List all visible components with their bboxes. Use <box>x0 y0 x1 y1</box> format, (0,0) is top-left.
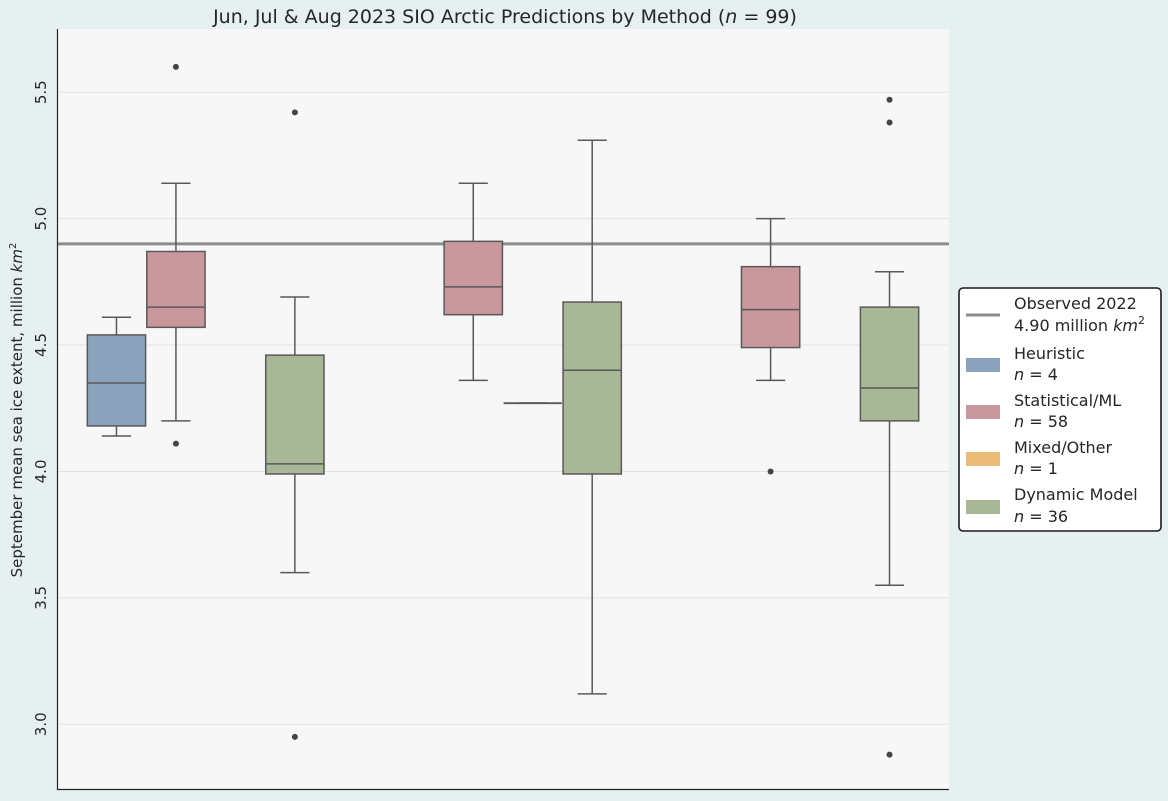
legend-mixed-count: n = 1 <box>1014 459 1058 478</box>
legend-mixed-swatch <box>966 452 1000 466</box>
legend-statistical-n-value: = 58 <box>1024 412 1068 431</box>
legend-observed-sup: 2 <box>1138 314 1145 327</box>
y-tick-label: 3.5 <box>32 586 50 610</box>
legend-mixed-n-value: = 1 <box>1024 459 1058 478</box>
box-body <box>859 306 920 422</box>
box-body <box>443 240 504 316</box>
legend-heuristic-n-value: = 4 <box>1024 365 1058 384</box>
legend-observed-value-text: 4.90 million <box>1014 316 1113 335</box>
legend-heuristic-label: Heuristic <box>1014 344 1085 363</box>
legend-heuristic-count: n = 4 <box>1014 365 1058 384</box>
legend-observed-label: Observed 2022 <box>1014 294 1137 313</box>
outlier-point <box>886 96 893 103</box>
legend-heuristic-n: n <box>1014 365 1024 384</box>
outlier-point <box>291 733 298 740</box>
y-axis-label-unit: km <box>8 249 26 272</box>
box-body <box>86 334 147 427</box>
chart-title-prefix: Jun, Jul & Aug 2023 SIO Arctic Predictio… <box>212 6 725 28</box>
plot-area <box>57 29 949 790</box>
legend-statistical-n: n <box>1014 412 1024 431</box>
y-tick-labels: 3.0 3.5 4.0 4.5 5.0 5.5 <box>32 80 50 736</box>
outlier-point <box>886 119 893 126</box>
box-body <box>146 250 206 329</box>
legend-statistical-count: n = 58 <box>1014 412 1068 431</box>
legend-heuristic-swatch <box>966 358 1000 372</box>
box-body <box>740 265 801 349</box>
box-statistical-ml-jul <box>443 182 504 382</box>
y-tick-label: 5.5 <box>32 80 50 104</box>
legend-statistical-swatch <box>966 405 1000 419</box>
legend-frame <box>958 287 1162 532</box>
y-tick-label: 4.0 <box>32 460 50 484</box>
box-statistical-ml-aug <box>740 217 801 475</box>
boxes-layer <box>86 63 920 758</box>
box-body <box>562 301 623 475</box>
grid-lines <box>57 91 949 725</box>
chart-title-suffix: ) <box>790 6 797 28</box>
outlier-point <box>291 109 298 116</box>
box-dynamic-model-jun <box>264 109 325 740</box>
legend: Observed 2022 4.90 million km2 Heuristic… <box>958 287 1162 532</box>
y-tick-label: 3.0 <box>32 712 50 736</box>
box-body <box>264 354 325 475</box>
outlier-point <box>767 468 774 475</box>
legend-dynamic-n: n <box>1014 507 1024 526</box>
box-dynamic-model-jul <box>562 139 623 695</box>
box-heuristic-jun <box>86 316 147 437</box>
outlier-point <box>172 63 179 70</box>
legend-observed-unit: km <box>1113 316 1138 335</box>
chart-title: Jun, Jul & Aug 2023 SIO Arctic Predictio… <box>212 6 797 28</box>
legend-mixed-label: Mixed/Other <box>1014 438 1112 457</box>
outlier-point <box>172 440 179 447</box>
y-axis-label-main: September mean sea ice extent, million <box>8 272 26 577</box>
legend-dynamic-label: Dynamic Model <box>1014 485 1138 504</box>
legend-dynamic-n-value: = 36 <box>1024 507 1068 526</box>
outlier-point <box>886 751 893 758</box>
chart-title-n: n <box>725 6 737 28</box>
box-statistical-ml-jun <box>146 63 206 447</box>
y-tick-label: 4.5 <box>32 333 50 357</box>
chart-title-count: = 99 <box>737 6 789 28</box>
legend-dynamic-count: n = 36 <box>1014 507 1068 526</box>
legend-observed-value: 4.90 million km2 <box>1014 314 1145 335</box>
y-tick-label: 5.0 <box>32 207 50 231</box>
legend-statistical-label: Statistical/ML <box>1014 391 1121 410</box>
box-dynamic-model-aug <box>859 96 920 758</box>
y-axis-label: September mean sea ice extent, million k… <box>8 243 26 578</box>
legend-mixed-n: n <box>1014 459 1024 478</box>
y-axis-label-sup: 2 <box>8 243 19 249</box>
legend-dynamic-swatch <box>966 500 1000 514</box>
